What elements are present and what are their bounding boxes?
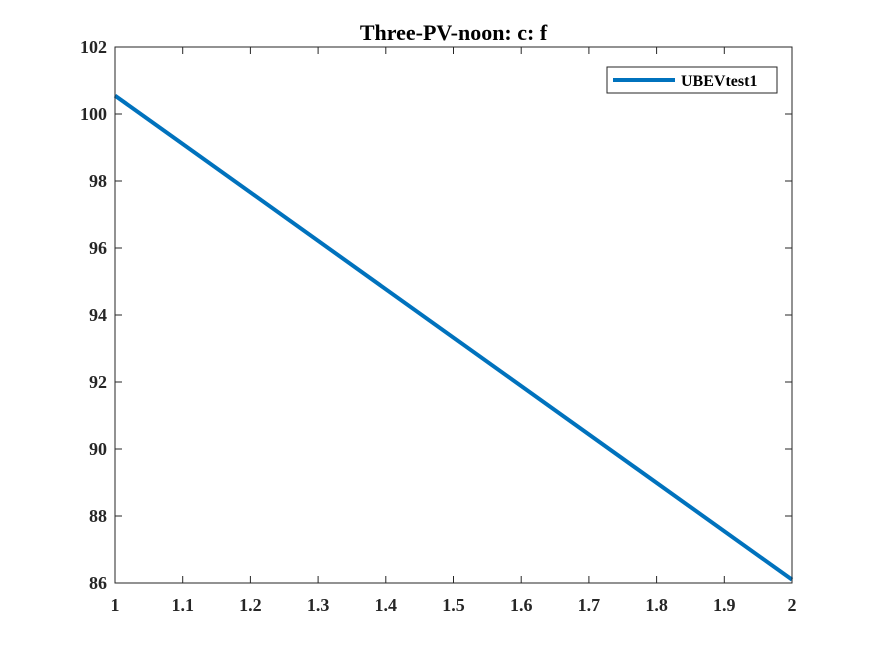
x-tick-label: 2 — [788, 595, 797, 615]
y-axis-ticks: 86 88 90 92 94 96 98 100 102 — [80, 37, 792, 593]
x-tick-label: 1.8 — [645, 595, 668, 615]
series-line-ubevtest1 — [113, 93, 794, 582]
y-tick-label: 92 — [89, 372, 107, 392]
y-tick-label: 98 — [89, 171, 107, 191]
plot-frame — [114, 46, 793, 584]
y-tick-label: 100 — [80, 104, 107, 124]
x-tick-label: 1.7 — [578, 595, 601, 615]
x-tick-label: 1.5 — [442, 595, 465, 615]
plot-area — [115, 47, 792, 583]
series-layer — [113, 93, 794, 582]
x-tick-label: 1.2 — [239, 595, 262, 615]
x-tick-label: 1.3 — [307, 595, 330, 615]
y-tick-label: 102 — [80, 37, 107, 57]
x-tick-label: 1.9 — [713, 595, 736, 615]
y-tick-label: 90 — [89, 439, 107, 459]
y-tick-label: 88 — [89, 506, 107, 526]
x-axis-ticks: 1 1.1 1.2 1.3 1.4 1.5 1.6 1.7 1.8 1.9 2 — [111, 47, 797, 615]
y-tick-label: 96 — [89, 238, 107, 258]
x-tick-label: 1.4 — [375, 595, 398, 615]
x-tick-label: 1.6 — [510, 595, 533, 615]
y-tick-label: 94 — [89, 305, 107, 325]
legend: UBEVtest1 — [606, 66, 778, 94]
x-tick-label: 1.1 — [171, 595, 194, 615]
x-tick-label: 1 — [111, 595, 120, 615]
legend-label: UBEVtest1 — [681, 73, 757, 90]
chart-title: Three-PV-noon: c: f — [360, 20, 548, 45]
y-tick-label: 86 — [89, 573, 107, 593]
